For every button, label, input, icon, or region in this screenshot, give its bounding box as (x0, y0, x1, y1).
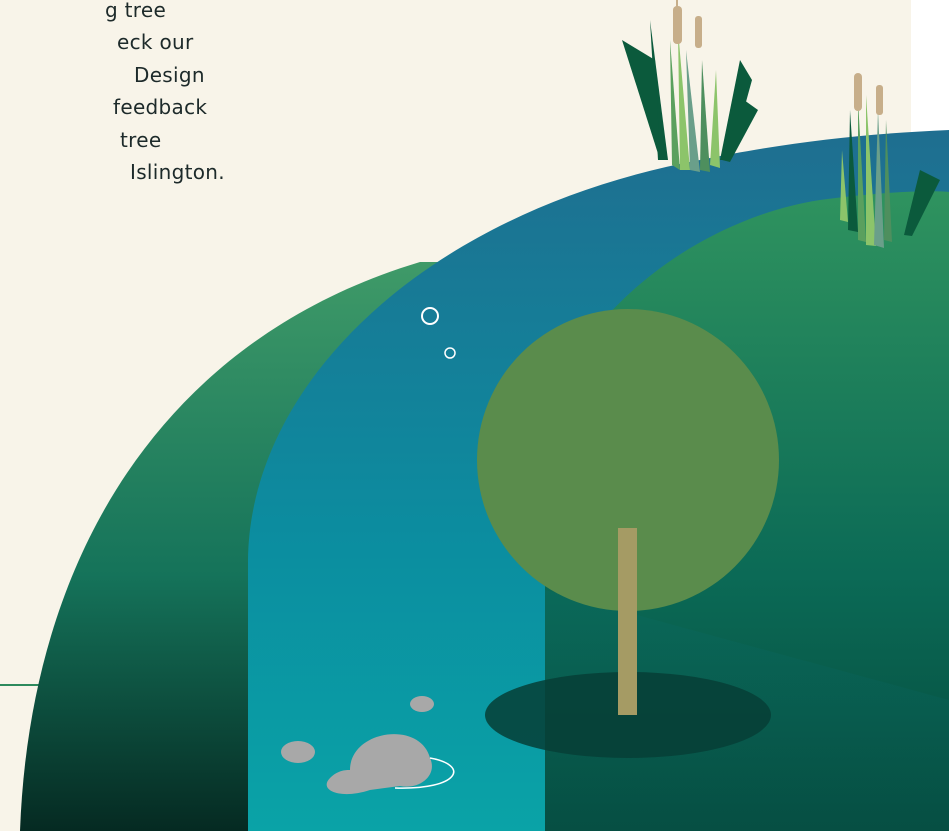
intro-line: Islington. (130, 160, 225, 184)
reeds-left (622, 0, 758, 172)
intro-line: eck our (117, 30, 194, 54)
intro-line: Design (134, 63, 205, 87)
intro-line: feedback (113, 95, 208, 119)
intro-line: tree (120, 128, 162, 152)
reeds-right (840, 73, 940, 248)
stones (281, 696, 455, 795)
bubble-small (444, 347, 456, 359)
tree-trunk (618, 528, 637, 715)
intro-line: g tree (105, 0, 167, 22)
tree-canopy (477, 309, 779, 611)
bubble-large (421, 307, 439, 325)
divider-line (0, 684, 46, 686)
